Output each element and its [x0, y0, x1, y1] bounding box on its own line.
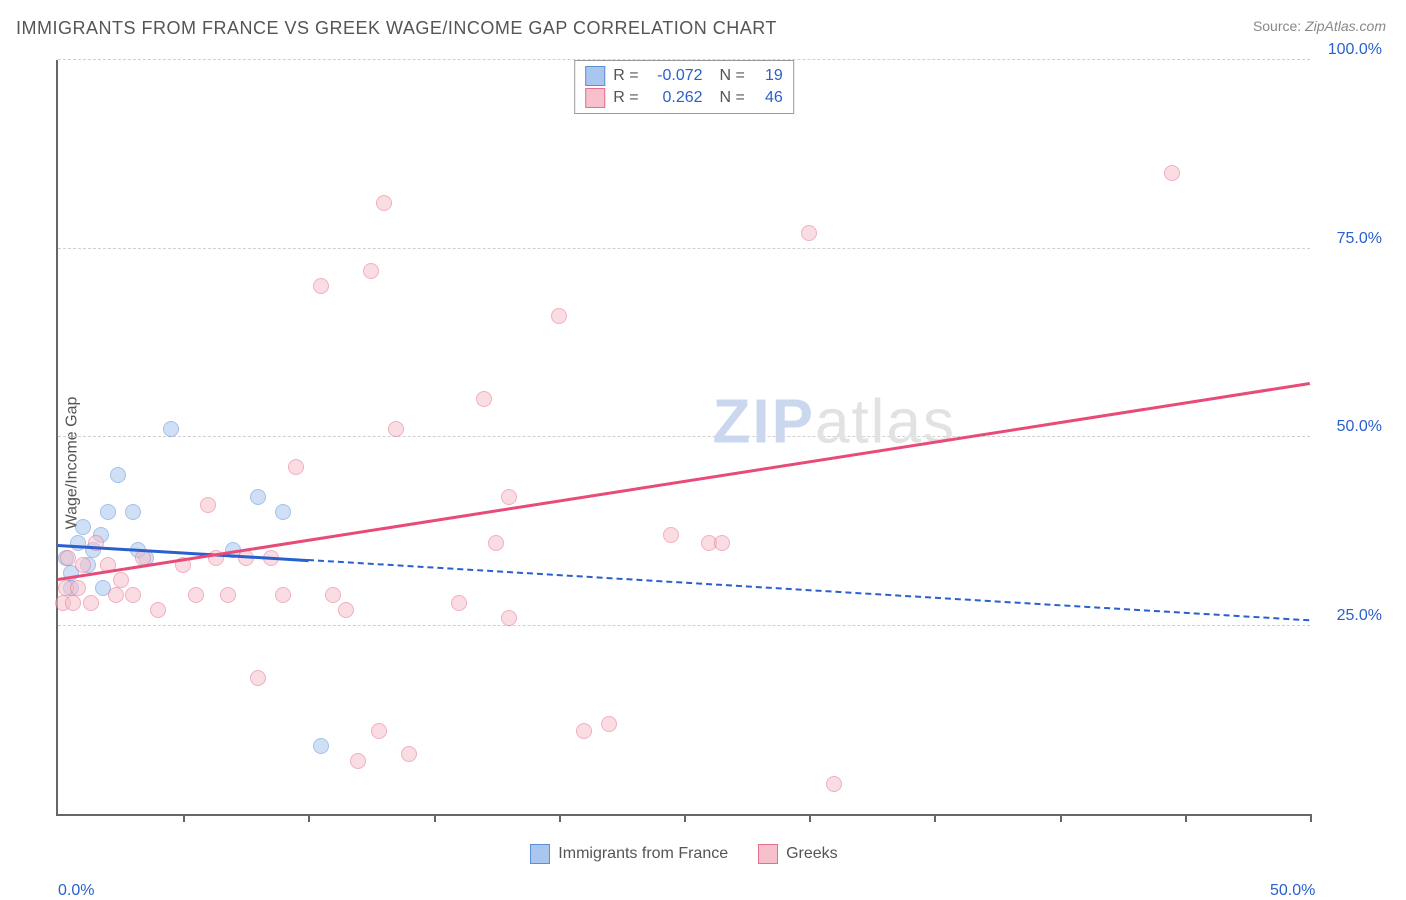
scatter-point — [75, 519, 91, 535]
x-tick-label: 50.0% — [1270, 882, 1315, 900]
scatter-point — [488, 535, 504, 551]
watermark-zip: ZIP — [713, 387, 815, 456]
source-value: ZipAtlas.com — [1305, 18, 1386, 34]
scatter-point — [70, 535, 86, 551]
watermark-atlas: atlas — [815, 387, 956, 456]
x-tick — [1185, 814, 1187, 822]
scatter-point — [125, 504, 141, 520]
scatter-point — [108, 587, 124, 603]
scatter-point — [75, 557, 91, 573]
source-label: Source: — [1253, 18, 1301, 34]
scatter-point — [714, 535, 730, 551]
legend-item: Immigrants from France — [530, 844, 728, 864]
scatter-point — [220, 587, 236, 603]
scatter-point — [476, 391, 492, 407]
scatter-point — [338, 602, 354, 618]
scatter-point — [501, 489, 517, 505]
x-tick — [434, 814, 436, 822]
scatter-point — [60, 550, 76, 566]
legend-swatch — [530, 844, 550, 864]
chart-header: IMMIGRANTS FROM FRANCE VS GREEK WAGE/INC… — [0, 0, 1406, 39]
y-tick-label: 100.0% — [1328, 41, 1382, 59]
scatter-point — [371, 723, 387, 739]
scatter-point — [125, 587, 141, 603]
scatter-point — [275, 504, 291, 520]
gridline-h — [58, 436, 1310, 437]
scatter-point — [826, 776, 842, 792]
scatter-point — [313, 738, 329, 754]
x-tick-label: 0.0% — [58, 882, 94, 900]
chart-title: IMMIGRANTS FROM FRANCE VS GREEK WAGE/INC… — [16, 18, 777, 39]
legend-label: Immigrants from France — [558, 845, 728, 863]
x-tick — [684, 814, 686, 822]
correlation-stats-box: R = -0.072 N = 19 R = 0.262 N = 46 — [574, 60, 794, 114]
legend-swatch — [585, 88, 605, 108]
legend-label: Greeks — [786, 845, 838, 863]
scatter-point — [376, 195, 392, 211]
stat-n-value: 19 — [753, 67, 783, 85]
x-tick — [559, 814, 561, 822]
scatter-point — [200, 497, 216, 513]
chart-area: Wage/Income Gap ZIPatlas R =-0.072 N =19… — [16, 50, 1390, 876]
scatter-point — [188, 587, 204, 603]
x-tick — [308, 814, 310, 822]
scatter-point — [501, 610, 517, 626]
stat-n-value: 46 — [753, 89, 783, 107]
watermark: ZIPatlas — [713, 386, 956, 457]
scatter-point — [113, 572, 129, 588]
scatter-point — [551, 308, 567, 324]
series-legend: Immigrants from France Greeks — [58, 844, 1310, 864]
stat-n-label: N = — [711, 67, 745, 85]
scatter-point — [1164, 165, 1180, 181]
trend-line — [58, 382, 1310, 581]
scatter-point — [350, 753, 366, 769]
x-tick — [1310, 814, 1312, 822]
scatter-point — [275, 587, 291, 603]
scatter-point — [250, 670, 266, 686]
scatter-point — [663, 527, 679, 543]
scatter-point — [250, 489, 266, 505]
x-tick — [809, 814, 811, 822]
chart-source: Source: ZipAtlas.com — [1253, 18, 1386, 34]
stat-r-value: -0.072 — [647, 67, 703, 85]
scatter-point — [163, 421, 179, 437]
x-tick — [183, 814, 185, 822]
scatter-point — [325, 587, 341, 603]
scatter-point — [576, 723, 592, 739]
scatter-point — [110, 467, 126, 483]
legend-item: Greeks — [758, 844, 838, 864]
trend-line — [308, 559, 1310, 621]
scatter-point — [288, 459, 304, 475]
stat-r-label: R = — [613, 67, 638, 85]
scatter-point — [65, 595, 81, 611]
scatter-point — [313, 278, 329, 294]
scatter-point — [388, 421, 404, 437]
scatter-point — [150, 602, 166, 618]
y-tick-label: 75.0% — [1337, 230, 1382, 248]
gridline-h — [58, 625, 1310, 626]
scatter-point — [801, 225, 817, 241]
scatter-point — [83, 595, 99, 611]
scatter-point — [451, 595, 467, 611]
scatter-point — [100, 504, 116, 520]
stat-r-label: R = — [613, 89, 638, 107]
plot-region: ZIPatlas R =-0.072 N =19R =0.262 N =46 I… — [56, 60, 1310, 816]
scatter-point — [70, 580, 86, 596]
legend-swatch — [585, 66, 605, 86]
scatter-point — [401, 746, 417, 762]
stats-row: R = -0.072 N = 19 — [585, 65, 783, 87]
gridline-h — [58, 248, 1310, 249]
stats-row: R = 0.262 N = 46 — [585, 87, 783, 109]
scatter-point — [601, 716, 617, 732]
y-tick-label: 25.0% — [1337, 607, 1382, 625]
stat-n-label: N = — [711, 89, 745, 107]
y-tick-label: 50.0% — [1337, 418, 1382, 436]
legend-swatch — [758, 844, 778, 864]
x-tick — [1060, 814, 1062, 822]
x-tick — [934, 814, 936, 822]
scatter-point — [363, 263, 379, 279]
stat-r-value: 0.262 — [647, 89, 703, 107]
